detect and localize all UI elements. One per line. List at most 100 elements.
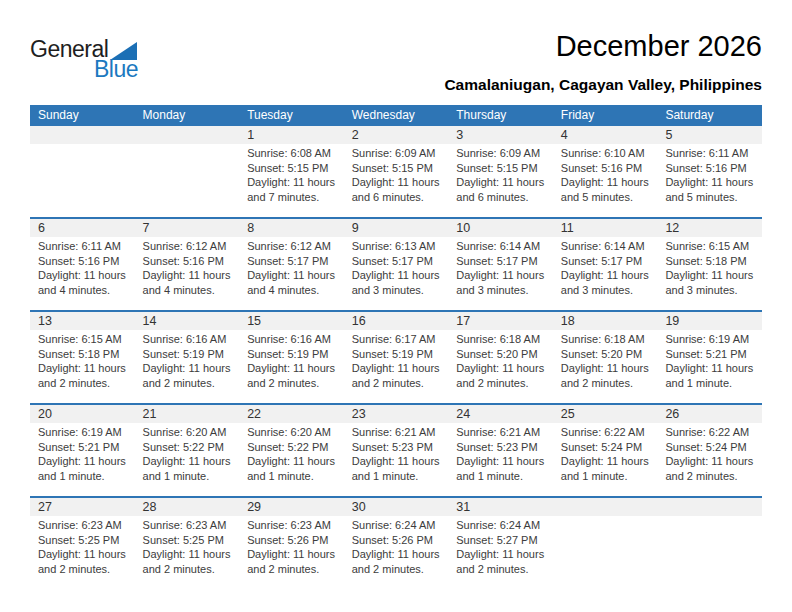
day-cell: Sunrise: 6:18 AMSunset: 5:20 PMDaylight:… — [553, 330, 658, 403]
sunrise-line: Sunrise: 6:21 AM — [456, 425, 546, 440]
day-cell: Sunrise: 6:16 AMSunset: 5:19 PMDaylight:… — [239, 330, 344, 403]
day-number: 20 — [30, 405, 135, 423]
sunset-line: Sunset: 5:15 PM — [456, 161, 546, 176]
sunset-line: Sunset: 5:26 PM — [352, 533, 442, 548]
daylight-line: Daylight: 11 hours and 1 minute. — [38, 454, 128, 483]
day-cell: Sunrise: 6:22 AMSunset: 5:24 PMDaylight:… — [657, 423, 762, 496]
day-cell: Sunrise: 6:24 AMSunset: 5:26 PMDaylight:… — [344, 516, 449, 589]
empty-day-cell — [553, 516, 658, 589]
day-number-strip: 12345 — [30, 126, 762, 144]
day-number: 24 — [448, 405, 553, 423]
sunset-line: Sunset: 5:15 PM — [247, 161, 337, 176]
sunset-line: Sunset: 5:22 PM — [247, 440, 337, 455]
sunrise-line: Sunrise: 6:09 AM — [352, 146, 442, 161]
day-cell: Sunrise: 6:09 AMSunset: 5:15 PMDaylight:… — [448, 144, 553, 217]
calendar-page: General Blue December 2026 Camalaniugan,… — [0, 0, 792, 612]
day-number: 23 — [344, 405, 449, 423]
daylight-line: Daylight: 11 hours and 2 minutes. — [143, 547, 233, 576]
sunset-line: Sunset: 5:18 PM — [665, 254, 755, 269]
day-number-strip: 6789101112 — [30, 219, 762, 237]
daylight-line: Daylight: 11 hours and 7 minutes. — [247, 175, 337, 204]
sunset-line: Sunset: 5:20 PM — [561, 347, 651, 362]
daylight-line: Daylight: 11 hours and 1 minute. — [352, 454, 442, 483]
day-number: 27 — [30, 498, 135, 516]
day-cell: Sunrise: 6:15 AMSunset: 5:18 PMDaylight:… — [30, 330, 135, 403]
page-title: December 2026 — [444, 30, 762, 63]
day-cell: Sunrise: 6:18 AMSunset: 5:20 PMDaylight:… — [448, 330, 553, 403]
day-number: 21 — [135, 405, 240, 423]
day-cell: Sunrise: 6:14 AMSunset: 5:17 PMDaylight:… — [448, 237, 553, 310]
weekday-header: Sunday — [30, 105, 135, 126]
day-number-strip: 13141516171819 — [30, 312, 762, 330]
day-number: 1 — [239, 126, 344, 144]
day-cell: Sunrise: 6:23 AMSunset: 5:25 PMDaylight:… — [30, 516, 135, 589]
sunset-line: Sunset: 5:24 PM — [665, 440, 755, 455]
day-number: 29 — [239, 498, 344, 516]
day-cell: Sunrise: 6:21 AMSunset: 5:23 PMDaylight:… — [448, 423, 553, 496]
sunset-line: Sunset: 5:21 PM — [38, 440, 128, 455]
day-number: 5 — [657, 126, 762, 144]
sunrise-line: Sunrise: 6:12 AM — [247, 239, 337, 254]
daylight-line: Daylight: 11 hours and 1 minute. — [456, 454, 546, 483]
empty-day-cell — [657, 516, 762, 589]
day-number: 25 — [553, 405, 658, 423]
sunset-line: Sunset: 5:20 PM — [456, 347, 546, 362]
week-row: 2728293031Sunrise: 6:23 AMSunset: 5:25 P… — [30, 496, 762, 589]
sunrise-line: Sunrise: 6:24 AM — [456, 518, 546, 533]
day-cell: Sunrise: 6:14 AMSunset: 5:17 PMDaylight:… — [553, 237, 658, 310]
sunset-line: Sunset: 5:17 PM — [561, 254, 651, 269]
sunrise-line: Sunrise: 6:19 AM — [665, 332, 755, 347]
day-number: 4 — [553, 126, 658, 144]
sunset-line: Sunset: 5:21 PM — [665, 347, 755, 362]
daylight-line: Daylight: 11 hours and 1 minute. — [665, 361, 755, 390]
sunrise-line: Sunrise: 6:10 AM — [561, 146, 651, 161]
sunset-line: Sunset: 5:25 PM — [38, 533, 128, 548]
daylight-line: Daylight: 11 hours and 5 minutes. — [665, 175, 755, 204]
day-number — [135, 126, 240, 144]
week-row: 20212223242526Sunrise: 6:19 AMSunset: 5:… — [30, 403, 762, 496]
sunset-line: Sunset: 5:16 PM — [665, 161, 755, 176]
day-number: 26 — [657, 405, 762, 423]
week-row: 6789101112Sunrise: 6:11 AMSunset: 5:16 P… — [30, 217, 762, 310]
header-titles: December 2026 Camalaniugan, Cagayan Vall… — [444, 30, 762, 94]
sunrise-line: Sunrise: 6:15 AM — [665, 239, 755, 254]
day-cell: Sunrise: 6:11 AMSunset: 5:16 PMDaylight:… — [30, 237, 135, 310]
daylight-line: Daylight: 11 hours and 3 minutes. — [665, 268, 755, 297]
sunset-line: Sunset: 5:16 PM — [38, 254, 128, 269]
weekday-header-row: SundayMondayTuesdayWednesdayThursdayFrid… — [30, 105, 762, 126]
week-row: 12345Sunrise: 6:08 AMSunset: 5:15 PMDayl… — [30, 126, 762, 217]
sunrise-line: Sunrise: 6:16 AM — [247, 332, 337, 347]
day-number — [30, 126, 135, 144]
sunrise-line: Sunrise: 6:11 AM — [665, 146, 755, 161]
sunrise-line: Sunrise: 6:19 AM — [38, 425, 128, 440]
day-number: 18 — [553, 312, 658, 330]
sunset-line: Sunset: 5:22 PM — [143, 440, 233, 455]
sunrise-line: Sunrise: 6:14 AM — [561, 239, 651, 254]
day-cell: Sunrise: 6:09 AMSunset: 5:15 PMDaylight:… — [344, 144, 449, 217]
weekday-header: Wednesday — [344, 105, 449, 126]
sunset-line: Sunset: 5:17 PM — [352, 254, 442, 269]
sunset-line: Sunset: 5:19 PM — [247, 347, 337, 362]
day-cell: Sunrise: 6:17 AMSunset: 5:19 PMDaylight:… — [344, 330, 449, 403]
day-number: 19 — [657, 312, 762, 330]
general-blue-logo: General Blue — [30, 36, 138, 83]
daylight-line: Daylight: 11 hours and 2 minutes. — [352, 547, 442, 576]
sunset-line: Sunset: 5:24 PM — [561, 440, 651, 455]
day-cell: Sunrise: 6:12 AMSunset: 5:17 PMDaylight:… — [239, 237, 344, 310]
day-details-row: Sunrise: 6:19 AMSunset: 5:21 PMDaylight:… — [30, 423, 762, 496]
daylight-line: Daylight: 11 hours and 6 minutes. — [456, 175, 546, 204]
sunset-line: Sunset: 5:16 PM — [143, 254, 233, 269]
daylight-line: Daylight: 11 hours and 3 minutes. — [456, 268, 546, 297]
calendar-body: 12345Sunrise: 6:08 AMSunset: 5:15 PMDayl… — [30, 126, 762, 589]
daylight-line: Daylight: 11 hours and 2 minutes. — [561, 361, 651, 390]
day-number: 10 — [448, 219, 553, 237]
day-details-row: Sunrise: 6:23 AMSunset: 5:25 PMDaylight:… — [30, 516, 762, 589]
daylight-line: Daylight: 11 hours and 2 minutes. — [38, 547, 128, 576]
day-number-strip: 20212223242526 — [30, 405, 762, 423]
daylight-line: Daylight: 11 hours and 2 minutes. — [456, 547, 546, 576]
sunrise-line: Sunrise: 6:20 AM — [143, 425, 233, 440]
day-cell: Sunrise: 6:19 AMSunset: 5:21 PMDaylight:… — [657, 330, 762, 403]
daylight-line: Daylight: 11 hours and 4 minutes. — [38, 268, 128, 297]
day-number — [553, 498, 658, 516]
day-cell: Sunrise: 6:15 AMSunset: 5:18 PMDaylight:… — [657, 237, 762, 310]
